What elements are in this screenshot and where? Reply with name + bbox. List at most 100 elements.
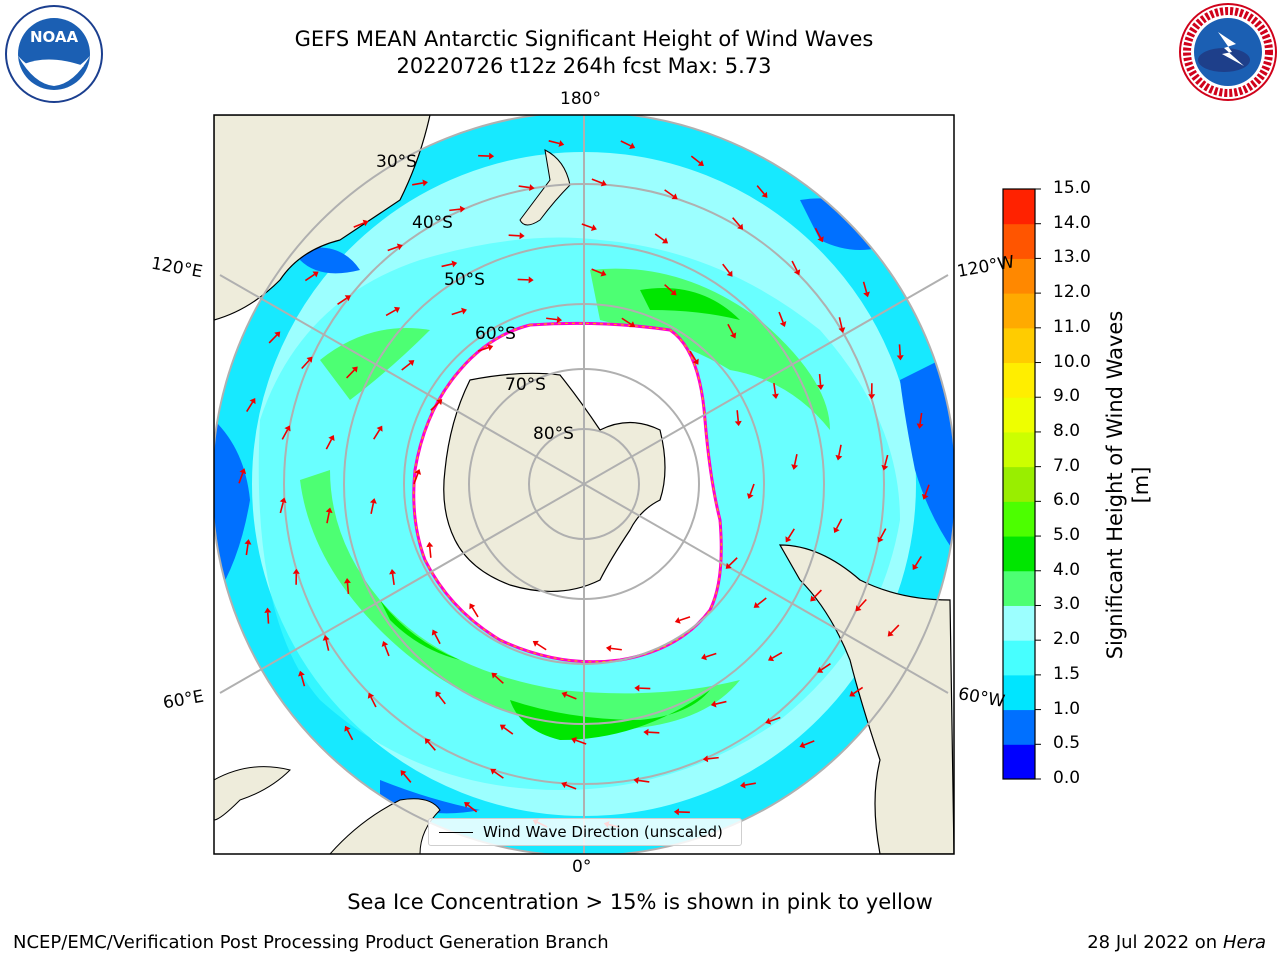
- wind-wave-direction-arrows: [238, 140, 930, 828]
- wave-arrow-head: [312, 271, 319, 278]
- wave-arrow-head: [740, 781, 746, 789]
- wave-arrow-head: [464, 801, 471, 808]
- colorbar-swatch: [1003, 674, 1035, 711]
- sea-ice-caption: Sea Ice Concentration > 15% is shown in …: [347, 890, 933, 914]
- wave-arrow-head: [673, 808, 680, 816]
- wave-arrow-head: [292, 568, 300, 574]
- wave-arrow-shaft: [757, 597, 767, 606]
- wave-arrow-head: [408, 360, 415, 366]
- wave-arrow-head: [734, 420, 742, 427]
- wave-arrow-shaft: [791, 260, 798, 272]
- wave-arrow-head: [431, 629, 438, 636]
- wave-arrow-head: [817, 384, 825, 390]
- colorbar: [1003, 188, 1041, 780]
- map-plot-area: [214, 115, 954, 854]
- wave-arrow-head: [279, 497, 287, 504]
- wave-arrow-head: [629, 321, 636, 328]
- wave-arrow-shaft: [441, 263, 453, 268]
- wave-arrow-shaft: [744, 782, 756, 786]
- wave-arrow-shaft: [898, 344, 902, 356]
- wave-arrow-shaft: [266, 612, 270, 624]
- colorbar-tick-label: 2.0: [1053, 629, 1081, 650]
- wave-arrow-shaft: [384, 645, 390, 657]
- wave-arrow-head: [389, 568, 397, 575]
- colorbar-tick-label: 7.0: [1053, 455, 1081, 476]
- wave-arrow-shaft: [575, 739, 587, 745]
- wave-arrow-shaft: [412, 182, 424, 186]
- wave-arrow-shaft: [325, 439, 333, 450]
- wave-arrow-shaft: [451, 310, 463, 316]
- wave-arrow-head: [396, 243, 403, 251]
- wave-arrow-head: [558, 140, 565, 147]
- wave-arrow-head: [298, 670, 305, 677]
- wave-arrow-shaft: [769, 716, 781, 722]
- wave-arrow-shaft: [434, 633, 441, 645]
- wave-arrow-head: [488, 152, 495, 160]
- wave-arrow-head: [921, 493, 929, 500]
- wave-arrow-shaft: [370, 502, 375, 514]
- wave-arrow-head: [325, 507, 333, 514]
- wave-arrow-shaft: [301, 359, 310, 370]
- wave-arrow-head: [791, 464, 799, 470]
- wave-arrow-head: [671, 193, 678, 200]
- wave-arrow-shaft: [778, 311, 784, 323]
- wave-arrow-head: [571, 737, 577, 744]
- wave-arrow-shaft: [467, 804, 478, 813]
- wave-arrow-shaft: [715, 700, 727, 705]
- wave-arrow-head: [461, 307, 467, 315]
- wave-arrow-head: [491, 672, 498, 679]
- wave-arrow-shaft: [803, 740, 815, 746]
- wave-arrow-shaft: [437, 694, 446, 705]
- colorbar-swatch: [1003, 223, 1035, 259]
- wave-arrow-head: [436, 399, 443, 406]
- wave-arrow-head: [662, 237, 669, 244]
- lat-label-30s: 30°S: [376, 152, 417, 172]
- wave-arrow-shaft: [546, 317, 558, 321]
- wave-arrow-head: [528, 276, 534, 284]
- wave-arrow-head: [306, 356, 313, 363]
- wave-arrow-head: [529, 184, 535, 192]
- wave-arrow-shaft: [664, 284, 674, 293]
- wave-arrow-head: [490, 768, 497, 775]
- wave-arrow-shaft: [518, 185, 530, 189]
- wave-arrow-shaft: [621, 317, 632, 325]
- wave-arrow-shaft: [370, 696, 377, 708]
- wave-arrow-shaft: [391, 573, 395, 585]
- wave-arrow-shaft: [820, 663, 831, 671]
- wave-arrow-shaft: [690, 155, 701, 164]
- wave-arrow-shaft: [728, 557, 738, 567]
- wave-arrow-head: [701, 653, 707, 661]
- wave-arrow-shaft: [508, 234, 520, 237]
- wave-arrow-head: [877, 536, 884, 543]
- wave-arrow-head: [785, 536, 792, 543]
- wave-arrow-shaft: [268, 334, 278, 344]
- wave-arrow-head: [605, 644, 612, 652]
- wave-arrow-shaft: [581, 223, 593, 229]
- wave-arrow-head: [765, 717, 772, 725]
- map-legend: Wind Wave Direction (unscaled): [428, 818, 742, 846]
- wave-arrow-head: [244, 539, 252, 545]
- wave-arrow-head: [793, 269, 801, 276]
- colorbar-frame: [1002, 188, 1036, 780]
- wave-arrow-head: [767, 654, 775, 662]
- wave-arrow-head: [730, 332, 737, 339]
- wave-arrow-shaft: [565, 693, 577, 700]
- colorbar-swatch: [1003, 709, 1035, 745]
- colorbar-swatch: [1003, 605, 1035, 641]
- colorbar-tick-label: 6.0: [1053, 490, 1081, 511]
- wave-arrow-shaft: [385, 309, 397, 317]
- wave-arrow-shaft: [749, 483, 755, 495]
- colorbar-swatch: [1003, 466, 1035, 502]
- wave-arrow-shaft: [300, 675, 306, 687]
- colorbar-tick-label: 9.0: [1053, 386, 1081, 407]
- wave-arrow-shaft: [813, 589, 822, 599]
- wave-arrow-head: [629, 142, 636, 149]
- lat-label-50s: 50°S: [444, 270, 485, 290]
- wave-arrow-head: [863, 291, 870, 298]
- wave-arrow-shaft: [427, 741, 436, 751]
- wave-arrow-shaft: [281, 429, 289, 440]
- wave-arrow-shaft: [373, 429, 381, 440]
- colorbar-swatch: [1003, 744, 1035, 780]
- wave-arrow-shaft: [245, 543, 249, 556]
- wave-arrow-shaft: [449, 208, 461, 212]
